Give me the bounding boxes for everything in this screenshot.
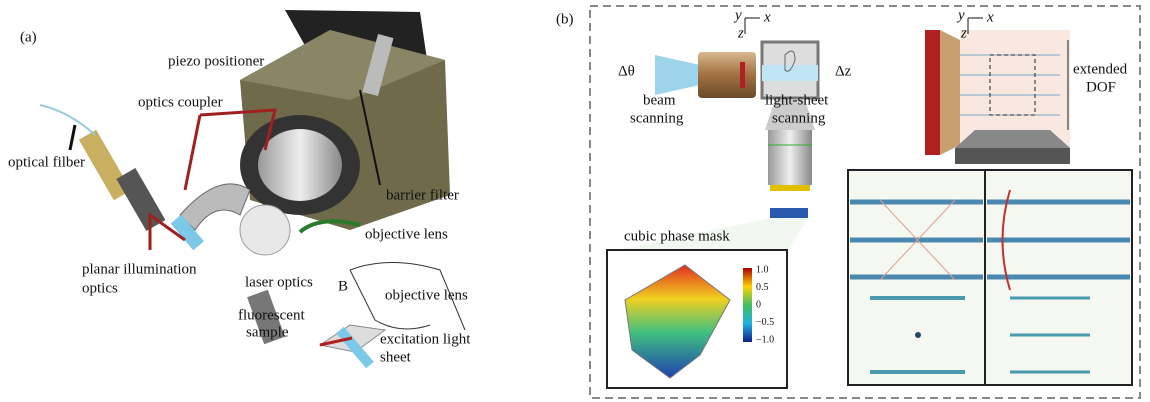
colorbar-tick-label: 0: [756, 299, 761, 310]
axis-label: z: [960, 25, 967, 41]
axis-label: x: [986, 9, 994, 25]
panel-label: (a): [20, 29, 37, 45]
label: optics coupler: [138, 94, 223, 110]
label: DOF: [1086, 79, 1116, 95]
label: excitation light: [380, 331, 471, 347]
label: optics: [82, 280, 118, 296]
label: objective lens: [385, 287, 468, 303]
colorbar-tick-label: 0.5: [756, 282, 769, 293]
panel-b-art: [590, 6, 1140, 398]
label: optical filber: [8, 154, 85, 170]
label: sheet: [380, 349, 412, 365]
label: scanning: [772, 110, 826, 126]
label: objective lens: [365, 226, 448, 242]
axis-label: y: [733, 7, 742, 23]
panel-label: (b): [556, 11, 574, 27]
label: planar illumination: [82, 261, 197, 277]
axis-label: x: [763, 9, 771, 25]
figure: (a) piezo positioner optics coupler opti…: [0, 0, 1150, 402]
label: Δθ: [618, 63, 635, 79]
label: barrier filter: [386, 187, 459, 203]
label: light-sheet: [765, 92, 829, 108]
label: beam: [643, 92, 676, 108]
label: laser optics: [245, 274, 313, 290]
label: scanning: [630, 110, 684, 126]
colorbar-tick-label: −0.5: [756, 317, 774, 328]
label: B: [338, 278, 348, 294]
label: Δz: [835, 63, 852, 79]
label: sample: [246, 324, 289, 340]
axis-label: z: [737, 25, 744, 41]
axis-label: y: [956, 7, 965, 23]
label: extended: [1073, 61, 1128, 77]
label: cubic phase mask: [624, 228, 730, 244]
colorbar-tick-label: −1.0: [756, 334, 774, 345]
label: fluorescent: [238, 307, 305, 323]
colorbar-tick-label: 1.0: [756, 264, 769, 275]
label: piezo positioner: [168, 53, 264, 69]
